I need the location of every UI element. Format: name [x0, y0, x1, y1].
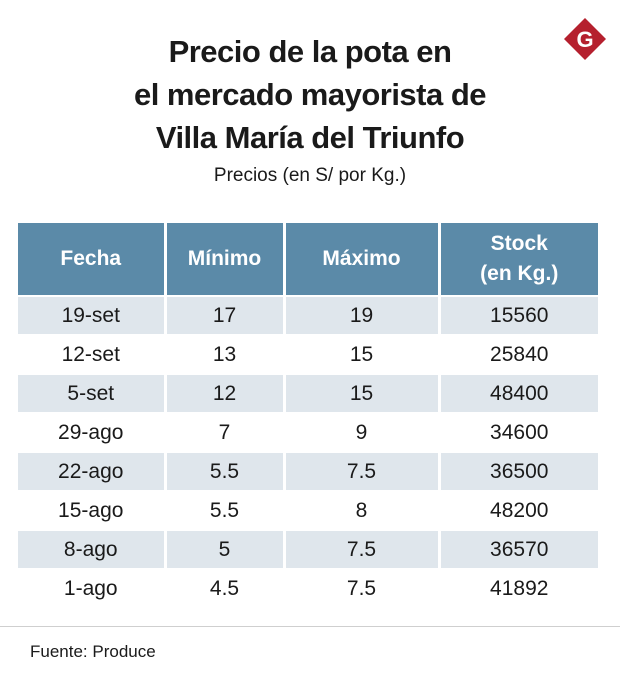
table-cell: 22-ago [18, 451, 165, 491]
table-cell: 1-ago [18, 568, 165, 607]
column-header: Máximo [282, 223, 439, 296]
table-cell: 41892 [437, 568, 598, 607]
title-line: Precio de la pota en [168, 34, 452, 69]
table-cell: 15-ago [18, 490, 165, 530]
table-cell: 17 [163, 295, 284, 335]
table-cell: 15560 [437, 295, 598, 335]
column-header-line: (en Kg.) [480, 262, 559, 285]
table-row: 12-set 13 15 25840 [18, 334, 598, 374]
title-line: el mercado mayorista de [133, 77, 487, 112]
brand-logo-icon: G [563, 17, 607, 61]
chart-title: Precio de la pota en el mercado mayorist… [0, 30, 620, 159]
table-row: 19-set 17 19 15560 [18, 295, 598, 335]
table-cell: 4.5 [163, 568, 284, 607]
table-cell: 7.5 [282, 529, 439, 569]
table-cell: 48200 [437, 490, 598, 530]
table-cell: 15 [282, 373, 439, 413]
footer-divider [0, 626, 620, 627]
column-header: Fecha [18, 223, 165, 296]
table-cell: 8 [282, 490, 439, 530]
table-cell: 34600 [437, 412, 598, 452]
column-header-line: Fecha [60, 247, 122, 270]
column-header: Stock (en Kg.) [437, 223, 598, 296]
table-cell: 12 [163, 373, 284, 413]
table-cell: 25840 [437, 334, 598, 374]
column-header: Mínimo [163, 223, 284, 296]
table-cell: 7 [163, 412, 284, 452]
table-row: 5-set 12 15 48400 [18, 373, 598, 413]
price-table: Fecha Mínimo Máximo Stock (en Kg.) 19-set 17 1… [18, 223, 598, 607]
table-cell: 36570 [437, 529, 598, 569]
table-cell: 36500 [437, 451, 598, 491]
table-row: 22-ago 5.5 7.5 36500 [18, 451, 598, 491]
column-header-line: Máximo [322, 247, 401, 270]
chart-subtitle: Precios (en S/ por Kg.) [213, 165, 407, 186]
table-cell: 8-ago [18, 529, 165, 569]
table-row: 15-ago 5.5 8 48200 [18, 490, 598, 530]
table-cell: 19 [282, 295, 439, 335]
table-row: 29-ago 7 9 34600 [18, 412, 598, 452]
column-header-line: Stock [490, 232, 548, 255]
logo-diamond [564, 18, 606, 60]
table-cell: 5-set [18, 373, 165, 413]
table-cell: 15 [282, 334, 439, 374]
column-header-line: Mínimo [187, 247, 262, 270]
table-body: 19-set 17 19 15560 12-set 13 15 25840 5-set 12 15 4… [18, 295, 598, 607]
table-cell: 7.5 [282, 568, 439, 607]
table-cell: 48400 [437, 373, 598, 413]
table-cell: 13 [163, 334, 284, 374]
table-cell: 5 [163, 529, 284, 569]
table-cell: 29-ago [18, 412, 165, 452]
table-cell: 5.5 [163, 490, 284, 530]
table-cell: 7.5 [282, 451, 439, 491]
logo-letter: G [576, 27, 593, 52]
table-row: 1-ago 4.5 7.5 41892 [18, 568, 598, 607]
table-cell: 9 [282, 412, 439, 452]
table-cell: 5.5 [163, 451, 284, 491]
table-header-row: Fecha Mínimo Máximo Stock (en Kg.) [18, 223, 598, 296]
table-row: 8-ago 5 7.5 36570 [18, 529, 598, 569]
source-note: Fuente: Produce [30, 642, 156, 661]
table-cell: 19-set [18, 295, 165, 335]
table-cell: 12-set [18, 334, 165, 374]
title-line: Villa María del Triunfo [155, 120, 465, 155]
